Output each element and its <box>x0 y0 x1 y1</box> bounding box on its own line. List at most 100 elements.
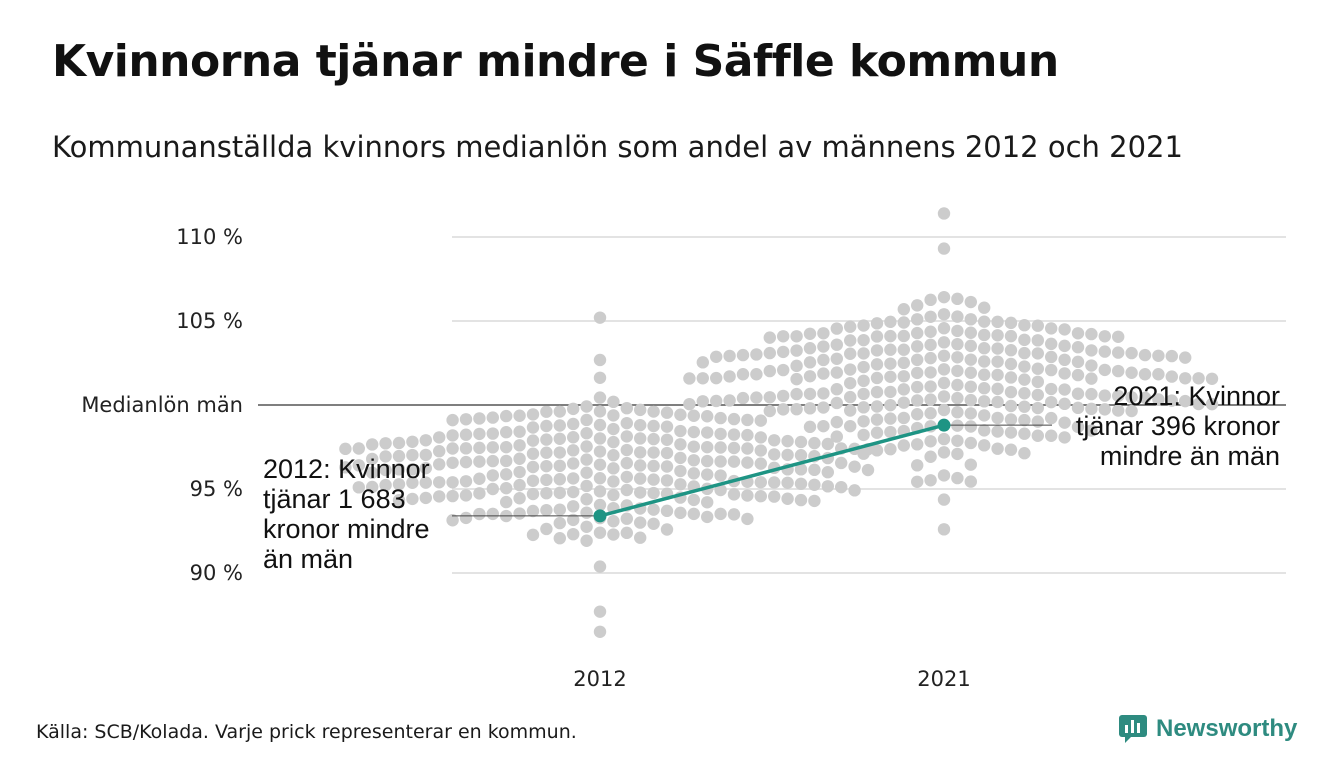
municipality-dot <box>593 445 607 458</box>
municipality-dot <box>446 489 459 503</box>
municipality-dot <box>647 446 660 459</box>
municipality-dot <box>714 455 727 468</box>
municipality-dot <box>1018 333 1031 347</box>
municipality-dot <box>964 295 977 309</box>
municipality-dot <box>803 420 817 434</box>
municipality-dot <box>857 415 870 428</box>
municipality-dot <box>1004 426 1018 439</box>
municipality-dot <box>870 344 884 357</box>
municipality-dot <box>808 463 821 477</box>
municipality-dot <box>794 493 808 507</box>
municipality-dot <box>1125 366 1138 379</box>
municipality-dot <box>593 625 607 638</box>
municipality-dot <box>701 410 714 423</box>
municipality-dot <box>844 363 857 376</box>
municipality-dot <box>741 456 754 469</box>
municipality-dot <box>830 430 843 443</box>
municipality-dot <box>727 508 741 521</box>
municipality-dot <box>1205 372 1219 385</box>
municipality-dot <box>790 387 803 401</box>
municipality-dot <box>513 507 526 520</box>
municipality-dot <box>857 333 870 347</box>
municipality-dot <box>540 446 553 459</box>
municipality-dot <box>620 456 633 470</box>
municipality-dot <box>433 458 446 471</box>
municipality-dot <box>937 469 951 482</box>
municipality-dot <box>1098 403 1112 416</box>
municipality-dot <box>790 403 803 416</box>
municipality-dot <box>660 504 674 518</box>
municipality-dot <box>1018 346 1031 360</box>
municipality-dot <box>500 440 513 454</box>
municipality-dot <box>794 477 808 490</box>
municipality-dot <box>911 326 924 340</box>
brand-name: Newsworthy <box>1156 715 1298 742</box>
municipality-dot <box>794 463 808 476</box>
x-axis-ticks: 2012 2021 <box>573 667 970 691</box>
municipality-dot <box>593 418 607 432</box>
chart-subtitle: Kommunanställda kvinnors medianlön som a… <box>52 130 1183 164</box>
municipality-dot <box>1138 368 1152 381</box>
municipality-dot <box>924 351 937 365</box>
municipality-dot <box>1045 363 1058 377</box>
municipality-dot <box>937 493 951 506</box>
municipality-dot <box>660 406 674 419</box>
municipality-dot <box>803 387 817 401</box>
municipality-dot <box>634 486 647 499</box>
municipality-dot <box>763 331 776 344</box>
municipality-dot <box>1018 387 1031 400</box>
municipality-dot <box>714 483 727 497</box>
municipality-dot <box>821 437 834 451</box>
beeswarm-chart: 90 % 95 % Medianlön män 105 % 110 % 2012 2021… <box>81 207 1286 691</box>
municipality-dot <box>1071 341 1085 354</box>
municipality-dot <box>884 357 897 370</box>
municipality-dot <box>924 393 937 406</box>
municipality-dot <box>978 328 991 342</box>
municipality-dot <box>1165 370 1179 383</box>
municipality-dot <box>687 507 700 521</box>
municipality-dot <box>790 330 803 343</box>
municipality-dot <box>339 461 352 474</box>
municipality-dot <box>687 493 700 507</box>
municipality-dot <box>897 316 910 329</box>
municipality-dot <box>821 466 834 479</box>
municipality-dot <box>1018 447 1031 460</box>
municipality-dot <box>857 401 870 414</box>
municipality-dot <box>1138 348 1152 362</box>
municipality-dot <box>1071 368 1085 382</box>
municipality-dot <box>937 290 951 304</box>
municipality-dot <box>660 474 674 487</box>
municipality-dot <box>1018 319 1031 332</box>
municipality-dot <box>446 413 459 427</box>
municipality-dot <box>924 310 937 323</box>
municipality-dot <box>817 327 830 340</box>
municipality-dot <box>540 459 553 473</box>
municipality-dot <box>1179 394 1192 408</box>
municipality-dot <box>406 463 419 476</box>
municipality-dot <box>937 349 951 362</box>
municipality-dot <box>897 370 910 383</box>
highlight-series-line <box>599 423 945 518</box>
municipality-dot <box>1018 360 1031 373</box>
newsworthy-logo: Newsworthy <box>1118 714 1297 744</box>
municipality-dot <box>723 394 736 407</box>
municipality-dot <box>736 391 750 405</box>
municipality-dot <box>580 400 593 413</box>
municipality-dot <box>553 473 566 486</box>
municipality-dot <box>991 425 1004 438</box>
municipality-dot <box>607 475 620 488</box>
municipality-dot <box>593 353 607 367</box>
municipality-dot <box>620 443 633 457</box>
municipality-dot <box>674 451 687 465</box>
municipality-dot <box>870 317 884 330</box>
municipality-dot <box>406 492 419 506</box>
municipality-dot <box>937 446 951 459</box>
municipality-dot <box>964 326 977 339</box>
municipality-dot <box>634 472 647 485</box>
municipality-dot <box>897 439 910 452</box>
municipality-dot <box>647 517 660 530</box>
municipality-dot <box>526 421 540 434</box>
municipality-dot <box>620 416 633 430</box>
municipality-dot <box>861 463 875 477</box>
municipality-dot <box>1045 382 1058 396</box>
